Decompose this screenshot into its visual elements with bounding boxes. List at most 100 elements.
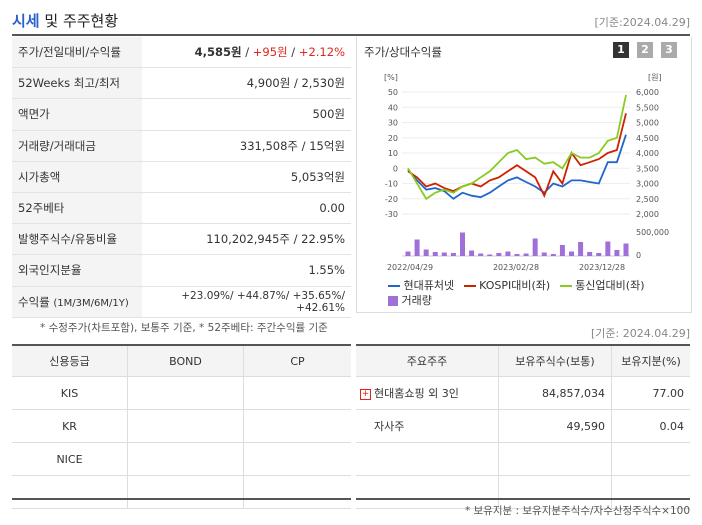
left-tick-label: -10 [385,180,398,189]
agency-name: KIS [12,376,128,410]
table-row: 주가/전일대비/수익률 4,585원 / +95원 / +2.12% [12,37,351,69]
right-tick-label: 4,000 [636,149,659,158]
volume-bar [450,253,456,256]
volume-bar [514,254,520,256]
period-button-3[interactable]: 3 [661,42,677,58]
row-value: 500원 [142,98,351,131]
row-label: 시가총액 [12,161,142,193]
volume-bar [596,253,602,256]
x-tick-label: 2023/12/28 [579,263,625,271]
volume-bar [614,250,620,256]
agency-name: NICE [12,442,128,476]
right-tick-label: 3,000 [636,180,659,189]
price-values: 4,585원 / +95원 / +2.12% [142,37,351,69]
table-row: + 현대홈쇼핑 외 3인 84,857,034 77.00 [356,376,690,410]
volume-bar [550,254,556,256]
volume-tick-label: 500,000 [636,228,669,237]
table-row [356,475,690,509]
right-tick-label: 2,000 [636,210,659,219]
row-value: 4,900원 / 2,530원 [142,67,351,100]
row-label: 외국인지분율 [12,254,142,287]
expand-icon[interactable]: + [360,388,371,400]
col-header: 주요주주 [356,344,499,377]
table-row: 발행주식수/유동비율 110,202,945주 / 22.95% [12,223,351,256]
major-holders-table: 주요주주 보유주식수(보통) 보유지분(%) + 현대홈쇼핑 외 3인 84,85… [356,344,690,509]
left-tick-label: 40 [388,103,398,112]
table-row: NICE [12,442,351,476]
left-tick-label: -30 [385,210,398,219]
right-tick-label: 2,500 [636,195,659,204]
legend-volume: 거래량 [388,292,432,308]
x-tick-label: 2023/02/28 [493,263,539,271]
table-row [12,475,351,509]
reference-date-bottom: [기준: 2024.04.29] [590,327,690,340]
table-row: KR [12,409,351,443]
col-header: 보유지분(%) [611,344,690,377]
x-tick-label: 2022/04/29 [387,263,433,271]
chart-panel [356,37,692,313]
holders-footnote: * 보유지분 : 보유지분주식수/자수산정주식수×100 [464,505,690,517]
period-button-1[interactable]: 1 [613,42,629,58]
row-value: 331,508주 / 15억원 [142,130,351,162]
chart-title: 주가/상대수익률 [364,45,442,59]
row-value: 1.55% [142,254,351,287]
row-label: 액면가 [12,98,142,131]
volume-bar [441,252,447,256]
left-tick-label: 20 [388,134,398,143]
volume-bar [532,238,538,256]
table-row: 수익률 (1M/3M/6M/1Y) +23.09%/ +44.87%/ +35.6… [12,286,351,318]
table-row [356,442,690,476]
volume-bar [478,253,484,256]
volume-bar [414,239,420,256]
volume-bar [541,252,547,256]
volume-bar [605,241,611,256]
table-row: 52Weeks 최고/최저 4,900원 / 2,530원 [12,67,351,100]
agency-name: KR [12,409,128,443]
volume-bar [405,251,411,256]
col-header: BOND [127,344,244,377]
left-tick-label: 30 [388,119,398,128]
legend-sector: 통신업대비(좌) [559,279,645,292]
volume-zero-label: 0 [636,251,641,260]
period-button-2[interactable]: 2 [637,42,653,58]
holder-shares: 84,857,034 [498,376,612,410]
credit-rating-table: 신용등급 BOND CP KIS KR NICE [12,344,351,509]
right-tick-label: 5,500 [636,103,659,112]
col-header: 보유주식수(보통) [498,344,612,377]
volume-bar [569,251,574,256]
left-tick-label: -20 [385,195,398,204]
row-label: 거래량/거래대금 [12,130,142,162]
header-rule [12,34,690,36]
footnote: * 수정주가(차트포함), 보통주 기준, * 52주베타: 주간수익률 기준 [40,322,328,334]
row-label: 발행주식수/유동비율 [12,223,142,256]
row-label: 주가/전일대비/수익률 [12,37,142,69]
series-line-2 [407,94,627,201]
table-row: 52주베타 0.00 [12,192,351,225]
col-header: 신용등급 [12,344,128,377]
volume-bar [505,251,511,256]
volume-bar [623,243,629,256]
table-row: 거래량/거래대금 331,508주 / 15억원 [12,130,351,162]
volume-bar [523,253,529,256]
table-row: KIS [12,376,351,410]
row-value: 110,202,945주 / 22.95% [142,223,351,256]
legend: 현대퓨처넷 KOSPI대비(좌) 통신업대비(좌) [388,277,645,293]
volume-bar [559,245,565,256]
left-tick-label: 10 [388,149,398,158]
volume-bar [587,252,593,256]
holder-name[interactable]: + 현대홈쇼핑 외 3인 [356,376,499,410]
col-header: CP [243,344,351,377]
left-tick-label: 0 [393,164,398,173]
left-tick-label: 50 [388,88,398,97]
price-info-table: 주가/전일대비/수익률 4,585원 / +95원 / +2.12% 52Wee… [12,37,351,318]
chart-svg: [%] [원] 50 40 30 20 10 0 -10 -20 -30 6,000 5,500 5,00… [384,73,669,271]
volume-bar [469,250,475,256]
section-title: 시세 및 주주현황 [12,12,119,30]
holder-name: 자사주 [356,409,499,443]
table-row: 외국인지분율 1.55% [12,254,351,287]
row-value: +23.09%/ +44.87%/ +35.65%/ +42.61% [142,286,351,318]
volume-bar [578,242,584,256]
right-tick-label: 4,500 [636,134,659,143]
volume-bar [432,252,438,256]
table-row: 자사주 49,590 0.04 [356,409,690,443]
